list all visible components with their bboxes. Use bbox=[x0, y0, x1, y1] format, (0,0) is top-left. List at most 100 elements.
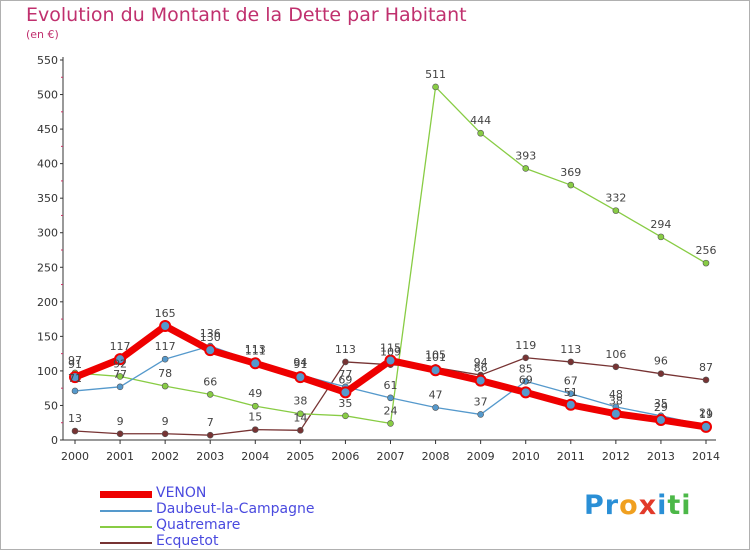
data-point bbox=[522, 377, 530, 385]
data-label: 94 bbox=[474, 356, 488, 369]
x-tick-label: 2010 bbox=[512, 450, 540, 463]
data-point bbox=[71, 387, 79, 395]
y-tick-label: 350 bbox=[37, 192, 58, 205]
data-point bbox=[612, 363, 620, 371]
data-label: 66 bbox=[203, 375, 217, 388]
x-tick-label: 2002 bbox=[151, 450, 179, 463]
data-label: 130 bbox=[200, 331, 221, 344]
data-label: 86 bbox=[474, 362, 488, 375]
logo-letter: t bbox=[667, 490, 682, 521]
data-label: 69 bbox=[338, 373, 352, 386]
logo-letter: o bbox=[619, 490, 639, 521]
x-tick-label: 2008 bbox=[422, 450, 450, 463]
chart-subtitle: (en €) bbox=[26, 28, 59, 41]
x-tick-label: 2003 bbox=[196, 450, 224, 463]
data-label: 49 bbox=[248, 387, 262, 400]
data-label: 19 bbox=[699, 408, 713, 421]
data-label: 21 bbox=[699, 406, 713, 419]
x-tick-label: 2011 bbox=[557, 450, 585, 463]
data-point bbox=[700, 420, 712, 433]
data-point bbox=[657, 233, 665, 241]
data-point bbox=[251, 402, 259, 410]
data-point bbox=[161, 355, 169, 363]
x-tick-label: 2012 bbox=[602, 450, 630, 463]
x-tick-label: 2004 bbox=[241, 450, 269, 463]
data-label: 444 bbox=[470, 114, 491, 127]
data-label: 48 bbox=[609, 388, 623, 401]
data-label: 94 bbox=[293, 356, 307, 369]
data-label: 332 bbox=[605, 192, 626, 205]
legend-label: Daubeut-la-Campagne bbox=[156, 501, 315, 517]
data-label: 294 bbox=[650, 218, 671, 231]
data-point bbox=[702, 376, 710, 384]
x-tick-label: 2005 bbox=[286, 450, 314, 463]
data-label: 13 bbox=[68, 412, 82, 425]
data-label: 77 bbox=[113, 368, 127, 381]
x-tick-label: 2000 bbox=[61, 450, 89, 463]
data-label: 115 bbox=[380, 342, 401, 355]
data-point bbox=[116, 430, 124, 438]
data-label: 136 bbox=[200, 327, 221, 340]
data-label: 105 bbox=[425, 348, 446, 361]
data-point bbox=[116, 383, 124, 391]
data-label: 96 bbox=[654, 355, 668, 368]
data-label: 9 bbox=[117, 415, 124, 428]
y-tick-label: 500 bbox=[37, 89, 58, 102]
data-point bbox=[477, 411, 484, 418]
data-label: 47 bbox=[429, 389, 443, 402]
data-point bbox=[387, 394, 394, 402]
y-tick-label: 550 bbox=[37, 54, 58, 67]
data-label: 38 bbox=[609, 395, 623, 408]
data-point bbox=[251, 426, 259, 433]
data-label: 69 bbox=[519, 373, 533, 386]
data-label: 256 bbox=[696, 244, 717, 257]
data-point bbox=[702, 259, 710, 267]
data-label: 511 bbox=[425, 68, 446, 81]
data-point bbox=[522, 165, 530, 172]
data-point bbox=[564, 398, 577, 411]
logo-letter: x bbox=[638, 490, 658, 521]
legend-label: VENON bbox=[156, 485, 207, 501]
data-label: 117 bbox=[110, 340, 131, 353]
logo-letter: r bbox=[604, 490, 620, 521]
y-tick-label: 100 bbox=[37, 365, 58, 378]
data-point bbox=[522, 354, 530, 362]
data-label: 9 bbox=[162, 415, 169, 428]
data-point bbox=[69, 371, 81, 384]
data-point bbox=[339, 386, 352, 399]
data-label: 101 bbox=[425, 351, 446, 364]
data-point bbox=[116, 373, 124, 380]
y-tick-label: 250 bbox=[37, 261, 58, 274]
legend-swatch bbox=[100, 491, 152, 498]
data-label: 37 bbox=[474, 395, 488, 408]
data-point bbox=[294, 371, 307, 384]
x-tick-label: 2014 bbox=[692, 450, 720, 463]
data-label: 85 bbox=[519, 362, 533, 375]
data-label: 113 bbox=[335, 343, 356, 356]
data-label: 67 bbox=[564, 375, 578, 388]
data-point bbox=[474, 374, 487, 387]
data-point bbox=[114, 353, 127, 366]
x-tick-label: 2006 bbox=[331, 450, 359, 463]
data-point bbox=[159, 320, 172, 332]
y-tick-label: 200 bbox=[37, 296, 58, 309]
data-label: 61 bbox=[384, 379, 398, 392]
data-point bbox=[567, 181, 575, 189]
y-tick-label: 450 bbox=[37, 123, 58, 136]
data-label: 7 bbox=[207, 416, 214, 429]
logo-letter: i bbox=[657, 490, 668, 521]
y-tick-label: 150 bbox=[37, 330, 58, 343]
legend-label: Quatremare bbox=[156, 517, 241, 533]
x-tick-label: 2007 bbox=[377, 450, 405, 463]
series-venon bbox=[69, 320, 712, 433]
x-tick-label: 2009 bbox=[467, 450, 495, 463]
data-label: 35 bbox=[338, 397, 352, 410]
logo-letter: i bbox=[681, 490, 692, 521]
data-point bbox=[384, 354, 397, 367]
data-point bbox=[519, 386, 532, 399]
data-label: 14 bbox=[293, 411, 307, 424]
data-label: 117 bbox=[155, 340, 176, 353]
data-label: 92 bbox=[113, 357, 127, 370]
data-label: 106 bbox=[605, 348, 626, 361]
